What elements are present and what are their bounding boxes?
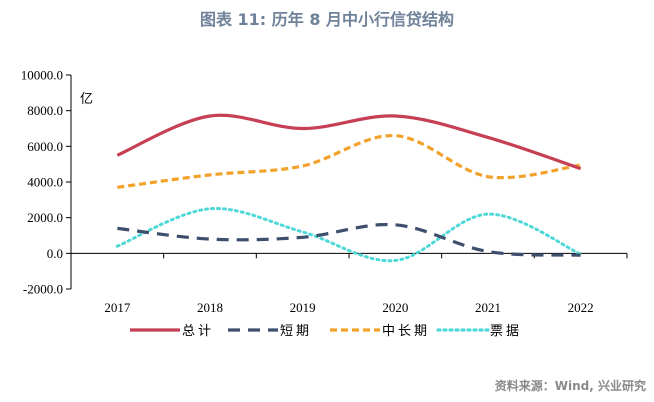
y-tick-label: 4000.0 <box>27 175 63 190</box>
y-axis-unit-label: 亿 <box>80 92 93 107</box>
x-tick-label: 2022 <box>568 300 594 315</box>
y-tick-label: 10000.0 <box>21 68 63 83</box>
legend-label-2: 中长期 <box>382 324 430 339</box>
series-line-0 <box>116 113 582 171</box>
x-tick-label: 2019 <box>290 300 316 315</box>
series-line-3 <box>115 207 583 263</box>
y-tick-label: -2000.0 <box>23 282 63 297</box>
y-tick-label: 0.0 <box>47 246 63 261</box>
chart-title: 图表 11: 历年 8 月中小行信贷结构 <box>199 10 455 29</box>
series-group <box>115 113 583 263</box>
legend-label-1: 短期 <box>280 324 312 339</box>
x-tick-label: 2020 <box>382 300 408 315</box>
x-tick-label: 2017 <box>104 300 131 315</box>
axes: -2000.0 0.0 2000.0 4000.0 6000.0 8000.0 10000.… <box>21 68 628 315</box>
series-line-1 <box>117 222 581 257</box>
y-tick-label: 8000.0 <box>27 103 63 118</box>
legend-label-0: 总计 <box>182 324 214 339</box>
x-tick-label: 2018 <box>197 300 223 315</box>
legend: 总计 短期 中长期 票据 <box>130 324 522 339</box>
legend-label-3: 票据 <box>490 324 522 339</box>
y-tick-label: 2000.0 <box>27 210 63 225</box>
x-tick-label: 2021 <box>475 300 501 315</box>
source-note: 资料来源：Wind, 兴业研究 <box>494 379 646 393</box>
y-tick-label: 6000.0 <box>27 139 63 154</box>
